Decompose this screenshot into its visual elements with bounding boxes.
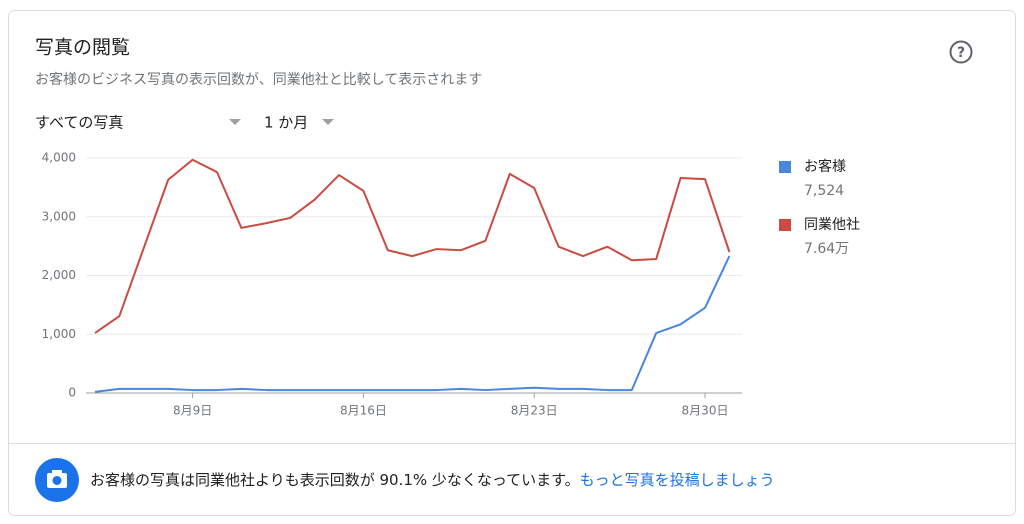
legend-swatch [779, 161, 791, 173]
subtitle: お客様のビジネス写真の表示回数が、同業他社と比較して表示されます [35, 71, 482, 88]
y-tick-label: 1,000 [42, 327, 76, 341]
filter-period[interactable]: 1 か月 [264, 114, 334, 132]
camera-lens [52, 476, 62, 485]
filter-label[interactable]: すべての写真 [35, 114, 123, 132]
footer-text: お客様の写真は同業他社よりも表示回数が 90.1% 少なくなっています。 [90, 471, 580, 489]
legend-swatch [779, 219, 791, 231]
legend-total: 7.64万 [804, 241, 849, 257]
camera-top [52, 470, 62, 474]
footer-message: お客様の写真は同業他社よりも表示回数が 90.1% 少なくなっています。もっと写… [90, 471, 775, 489]
x-tick-label: 8月30日 [682, 404, 729, 418]
y-tick-label: 0 [68, 386, 76, 400]
x-tick-label: 8月9日 [173, 404, 212, 418]
help-icon[interactable]: ? [949, 40, 973, 64]
footer-link[interactable]: もっと写真を投稿しましょう [580, 471, 775, 489]
filter-label[interactable]: 1 か月 [264, 114, 308, 132]
y-tick-label: 2,000 [42, 268, 76, 282]
series-line [94, 158, 731, 334]
series-line [94, 255, 731, 393]
camera-icon [35, 458, 79, 502]
legend-total: 7,524 [804, 183, 844, 199]
y-tick-label: 3,000 [42, 209, 76, 223]
title: 写真の閲覧 [35, 37, 130, 59]
legend-name: 同業他社 [804, 217, 860, 233]
legend-name: お客様 [804, 158, 846, 175]
y-tick-label: 4,000 [42, 151, 76, 165]
dropdown-arrow[interactable] [322, 119, 334, 125]
filter-photos[interactable]: すべての写真 [35, 114, 241, 132]
x-tick-label: 8月16日 [340, 404, 387, 418]
help-circle[interactable] [949, 40, 973, 64]
dropdown-arrow[interactable] [229, 119, 241, 125]
help-mark[interactable]: ? [957, 45, 965, 61]
x-tick-label: 8月23日 [511, 404, 558, 418]
